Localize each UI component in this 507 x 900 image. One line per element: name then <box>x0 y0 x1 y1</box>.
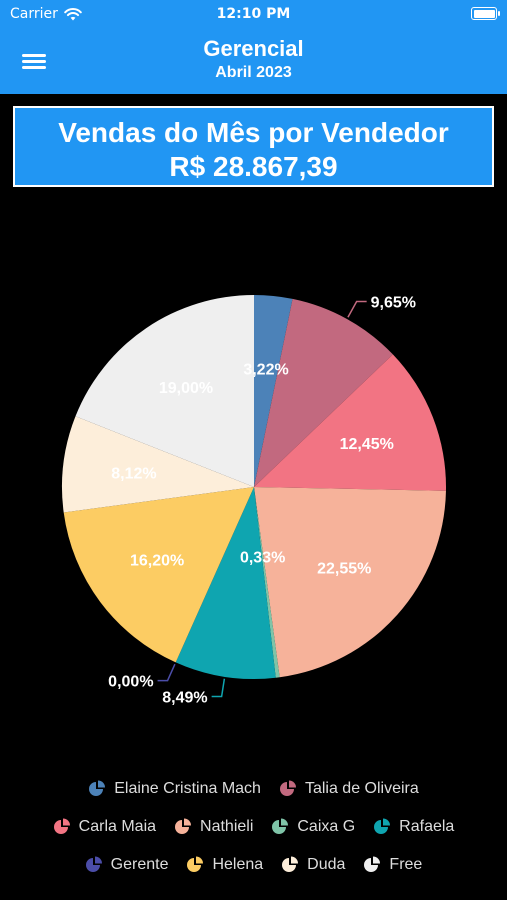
legend-label: Talia de Oliveira <box>304 780 419 797</box>
pie-chart-icon <box>282 856 299 872</box>
data-label-talia-de-oliveira: 9,65% <box>371 295 416 312</box>
pie-slice-nathieli[interactable] <box>254 487 446 678</box>
legend-item-nathieli[interactable]: Nathieli <box>174 818 253 836</box>
pie-slice-talia-de-oliveira[interactable] <box>254 298 393 487</box>
page-title: Gerencial <box>203 36 304 61</box>
legend-row: Carla Maia Nathieli Caixa G Rafaela <box>0 818 507 836</box>
data-label-helena: 16,20% <box>130 552 184 569</box>
status-bar: Carrier 12:10 PM <box>0 0 507 30</box>
clock: 12:10 PM <box>216 6 291 22</box>
pie-slice-elaine-cristina-mach[interactable] <box>254 295 293 487</box>
summary-total: R$ 28.867,39 <box>169 151 338 182</box>
app-bar: Gerencial Abril 2023 <box>0 30 507 94</box>
pie-chart-icon <box>187 856 204 872</box>
legend-item-rafaela[interactable]: Rafaela <box>373 818 454 836</box>
legend-item-caixa-g[interactable]: Caixa G <box>271 818 355 836</box>
legend-label: Duda <box>307 856 346 873</box>
data-label-gerente: 0,00% <box>108 674 153 691</box>
legend-item-gerente[interactable]: Gerente <box>85 856 169 874</box>
legend-label: Helena <box>212 856 264 873</box>
pie-chart-icon <box>175 818 192 834</box>
legend-row: Gerente Helena Duda Free <box>0 856 507 874</box>
wifi-icon <box>64 7 82 20</box>
pie-slice-free[interactable] <box>75 295 254 487</box>
page-subtitle: Abril 2023 <box>215 64 292 81</box>
legend-item-talia-de-oliveira[interactable]: Talia de Oliveira <box>279 780 419 798</box>
legend-item-helena[interactable]: Helena <box>186 856 263 874</box>
pie-slice-duda[interactable] <box>62 416 255 513</box>
data-label-caixa-g: 0,33% <box>240 549 285 566</box>
legend-item-carla-maia[interactable]: Carla Maia <box>53 818 156 836</box>
data-label-elaine-cristina-mach: 3,22% <box>243 362 288 379</box>
pie-slice-caixa-g[interactable] <box>254 487 280 678</box>
pie-chart-icon <box>89 780 106 796</box>
data-label-rafaela: 8,49% <box>162 690 207 707</box>
data-label-carla-maia: 12,45% <box>340 436 394 453</box>
pie-chart-icon <box>374 818 391 834</box>
carrier-label: Carrier <box>10 6 58 22</box>
pie-chart-icon <box>279 780 296 796</box>
pie-slice-helena[interactable] <box>63 487 254 663</box>
pie-chart-icon <box>364 856 381 872</box>
legend-item-elaine-cristina-mach[interactable]: Elaine Cristina Mach <box>88 780 261 798</box>
pie-chart-icon <box>53 818 70 834</box>
legend-label: Nathieli <box>200 818 254 835</box>
sales-summary-card: Vendas do Mês por Vendedor R$ 28.867,39 <box>13 106 494 187</box>
pie-chart-icon <box>272 818 289 834</box>
summary-title: Vendas do Mês por Vendedor <box>58 117 449 148</box>
legend-label: Gerente <box>110 856 169 873</box>
carrier-info: Carrier <box>10 6 82 22</box>
leader-line-gerente <box>157 663 176 682</box>
legend-label: Rafaela <box>399 818 455 835</box>
legend-label: Elaine Cristina Mach <box>114 780 261 797</box>
leader-line-rafaela <box>211 678 226 698</box>
pie-slice-rafaela[interactable] <box>175 487 276 679</box>
pie-slice-carla-maia[interactable] <box>254 354 446 491</box>
data-label-duda: 8,12% <box>111 465 156 482</box>
battery-icon <box>471 7 500 20</box>
legend-label: Caixa G <box>297 818 356 835</box>
data-label-free: 19,00% <box>159 380 213 397</box>
data-label-nathieli: 22,55% <box>317 561 371 578</box>
legend-row: Elaine Cristina Mach Talia de Oliveira <box>0 780 507 798</box>
legend-label: Carla Maia <box>78 818 157 835</box>
legend-item-free[interactable]: Free <box>363 856 422 874</box>
sales-pie-chart: 3,22% 9,65% 12,45% 22,55% 0,33% 8,49% 0,00% 16,… <box>62 295 446 707</box>
legend-item-duda[interactable]: Duda <box>281 856 345 874</box>
legend-label: Free <box>389 856 423 873</box>
leader-line-talia-de-oliveira <box>347 300 367 318</box>
pie-chart-icon <box>85 856 102 872</box>
menu-icon[interactable] <box>22 52 48 72</box>
